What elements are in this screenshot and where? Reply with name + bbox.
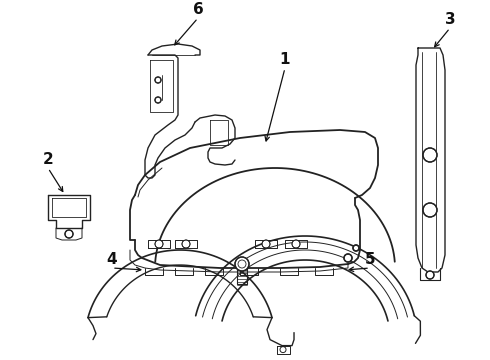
Circle shape xyxy=(292,240,300,248)
Polygon shape xyxy=(175,240,197,248)
Circle shape xyxy=(155,77,161,83)
Circle shape xyxy=(426,271,434,279)
Circle shape xyxy=(262,240,270,248)
Circle shape xyxy=(65,230,73,238)
Circle shape xyxy=(353,245,359,251)
Circle shape xyxy=(155,97,161,103)
Text: 5: 5 xyxy=(365,252,375,267)
Text: 3: 3 xyxy=(445,13,455,27)
Circle shape xyxy=(344,254,352,262)
Text: 2: 2 xyxy=(43,153,53,167)
Circle shape xyxy=(423,148,437,162)
Polygon shape xyxy=(255,240,277,248)
Text: 4: 4 xyxy=(107,252,117,267)
Polygon shape xyxy=(285,240,307,248)
Text: 1: 1 xyxy=(280,53,290,68)
Circle shape xyxy=(423,203,437,217)
Circle shape xyxy=(235,257,249,271)
Circle shape xyxy=(155,240,163,248)
Circle shape xyxy=(182,240,190,248)
Polygon shape xyxy=(237,268,247,284)
Polygon shape xyxy=(148,240,170,248)
Polygon shape xyxy=(48,195,90,228)
Polygon shape xyxy=(416,48,445,272)
Text: 6: 6 xyxy=(193,3,203,18)
